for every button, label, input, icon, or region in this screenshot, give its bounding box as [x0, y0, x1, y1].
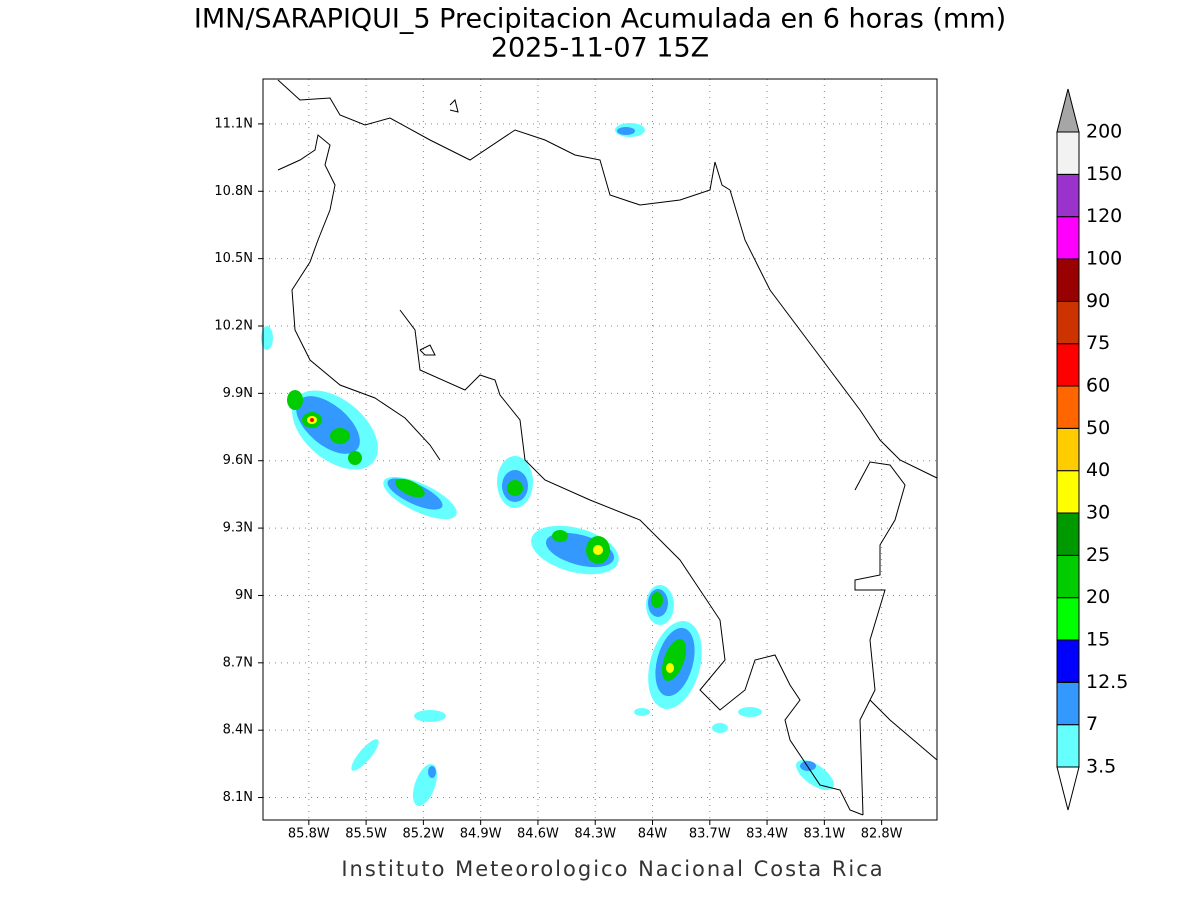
y-tick-label: 10.2N	[214, 319, 253, 334]
y-tick-label: 8.1N	[223, 790, 253, 805]
x-tick-label: 84.3W	[574, 827, 616, 842]
colorbar-label: 90	[1086, 290, 1110, 312]
colorbar-label: 200	[1086, 121, 1122, 143]
colorbar-label: 60	[1086, 375, 1110, 397]
x-tick-label: 83.1W	[803, 827, 845, 842]
colorbar-label: 120	[1086, 205, 1122, 227]
x-tick-label: 83.7W	[689, 827, 731, 842]
x-tick-label: 83.4W	[746, 827, 788, 842]
precipitation	[261, 123, 834, 806]
colorbar-label: 12.5	[1086, 671, 1128, 693]
colorbar-box	[1056, 300, 1080, 345]
colorbar-label: 30	[1086, 502, 1110, 524]
y-tick-label: 10.5N	[214, 251, 253, 266]
colorbar-over	[1056, 88, 1080, 133]
colorbar-label: 7	[1086, 713, 1098, 735]
colorbar-box	[1056, 724, 1080, 768]
colorbar-box	[1056, 343, 1080, 387]
colorbar-box	[1056, 427, 1080, 472]
colorbar-box	[1056, 597, 1080, 641]
colorbar-box	[1056, 131, 1080, 175]
y-tick-label: 11.1N	[214, 116, 253, 131]
colorbar-label: 15	[1086, 629, 1110, 651]
coastline	[277, 79, 938, 816]
colorbar-box	[1056, 216, 1080, 260]
colorbar-label: 40	[1086, 459, 1110, 481]
colorbar-under	[1056, 766, 1080, 811]
y-tick-label: 8.7N	[223, 655, 253, 670]
y-tick-label: 9.9N	[223, 386, 253, 401]
colorbar-box	[1056, 512, 1080, 556]
colorbar-box	[1056, 681, 1080, 726]
y-tick-label: 10.8N	[214, 184, 253, 199]
x-tick-label: 85.5W	[345, 827, 387, 842]
colorbar-box	[1056, 470, 1080, 514]
colorbar: 3.5 7 12.5 15 20 25 30 40 50 60 75 90 100 120 150 200	[1056, 88, 1128, 811]
title: IMN/SARAPIQUI_5 Precipitacion Acumulada …	[194, 4, 1006, 35]
x-tick-label: 84W	[638, 827, 668, 842]
grid: 85.8W 85.5W 85.2W 84.9W 84.6W 84.3W 84W 83.7W 83…	[214, 79, 937, 842]
colorbar-box	[1056, 554, 1080, 599]
x-tick-label: 85.8W	[288, 827, 330, 842]
x-tick-label: 84.9W	[460, 827, 502, 842]
colorbar-label: 3.5	[1086, 756, 1116, 778]
y-tick-label: 8.4N	[223, 723, 253, 738]
colorbar-label: 100	[1086, 248, 1122, 270]
colorbar-box	[1056, 385, 1080, 429]
colorbar-label: 25	[1086, 544, 1110, 566]
y-tick-label: 9.3N	[223, 521, 253, 536]
colorbar-label: 20	[1086, 586, 1110, 608]
colorbar-label: 75	[1086, 332, 1110, 354]
colorbar-box	[1056, 173, 1080, 218]
x-tick-label: 82.8W	[861, 827, 903, 842]
colorbar-label: 50	[1086, 417, 1110, 439]
colorbar-box	[1056, 258, 1080, 302]
colorbar-label: 150	[1086, 163, 1122, 185]
footer: Instituto Meteorologico Nacional Costa R…	[341, 857, 884, 881]
colorbar-box	[1056, 639, 1080, 683]
y-tick-label: 9N	[235, 588, 253, 603]
x-tick-label: 84.6W	[517, 827, 559, 842]
y-tick-label: 9.6N	[223, 453, 253, 468]
x-tick-label: 85.2W	[402, 827, 444, 842]
subtitle: 2025-11-07 15Z	[491, 33, 709, 64]
map-frame	[262, 78, 938, 821]
